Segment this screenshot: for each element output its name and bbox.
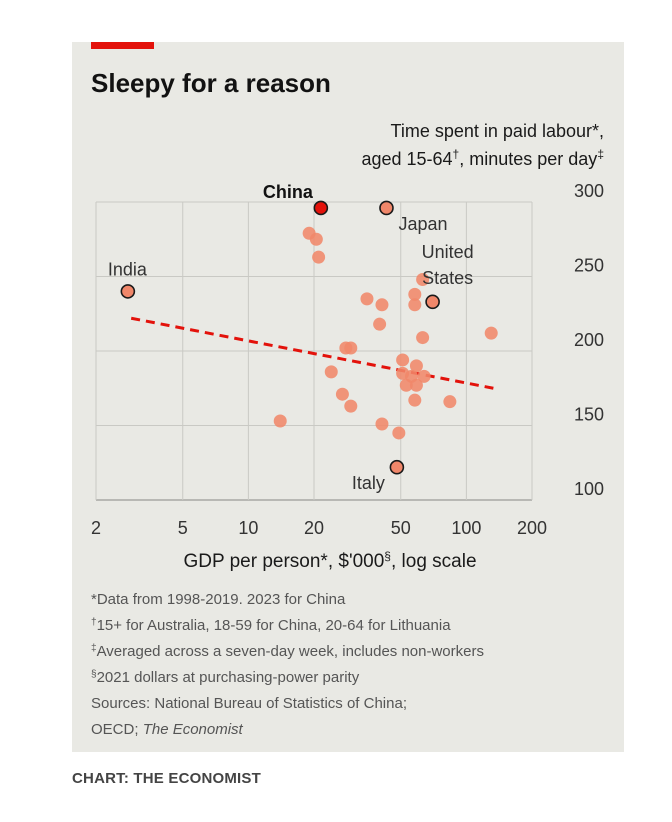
y-axis-ticks: 100 150 200 250 300 bbox=[574, 181, 604, 499]
data-point bbox=[409, 378, 423, 392]
x-tick-label: 10 bbox=[238, 518, 258, 538]
sources-line1: Sources: National Bureau of Statistics o… bbox=[91, 695, 407, 712]
x-tick-label: 5 bbox=[178, 518, 188, 538]
data-point bbox=[409, 359, 423, 373]
data-point bbox=[344, 399, 358, 413]
data-point bbox=[392, 426, 406, 440]
data-point bbox=[399, 378, 413, 392]
x-tick-label: 2 bbox=[91, 518, 101, 538]
data-point bbox=[417, 369, 431, 383]
data-point-india bbox=[120, 284, 136, 299]
point-label-italy: Italy bbox=[352, 473, 385, 493]
labeled-points: China Japan India United States Italy bbox=[108, 182, 474, 493]
y-tick-label: 200 bbox=[574, 330, 604, 350]
data-point bbox=[484, 326, 498, 340]
data-point bbox=[344, 341, 358, 355]
data-point bbox=[443, 395, 457, 409]
data-point bbox=[408, 298, 422, 312]
data-point bbox=[273, 414, 287, 428]
data-point bbox=[335, 387, 349, 401]
data-point-italy bbox=[389, 459, 405, 475]
data-point bbox=[373, 317, 387, 331]
x-tick-label: 100 bbox=[451, 518, 481, 538]
sources-line2: OECD; The Economist bbox=[91, 721, 244, 738]
chart-title: Sleepy for a reason bbox=[91, 68, 331, 98]
x-tick-label: 20 bbox=[304, 518, 324, 538]
point-label-china: China bbox=[263, 182, 314, 202]
point-label-united-states-line2: States bbox=[422, 268, 473, 288]
y-tick-label: 300 bbox=[574, 181, 604, 201]
data-point bbox=[309, 232, 323, 246]
brand-red-tab bbox=[91, 42, 154, 49]
trendline-group bbox=[130, 316, 494, 390]
data-point bbox=[408, 393, 422, 407]
data-point bbox=[375, 298, 389, 312]
data-point bbox=[375, 417, 389, 431]
data-point bbox=[324, 365, 338, 379]
note-age-range: †15+ for Australia, 18-59 for China, 20-… bbox=[91, 617, 451, 635]
x-axis-title: GDP per person*, $'000§, log scale bbox=[183, 549, 476, 572]
x-tick-label: 50 bbox=[391, 518, 411, 538]
data-point bbox=[416, 272, 430, 286]
y-tick-label: 150 bbox=[574, 405, 604, 425]
trendline bbox=[130, 316, 494, 390]
note-averaging: ‡Averaged across a seven-day week, inclu… bbox=[91, 643, 484, 661]
data-point-united-states bbox=[425, 294, 440, 310]
chart-credit: CHART: THE ECONOMIST bbox=[72, 770, 261, 787]
y-axis-title-line1: Time spent in paid labour*, bbox=[391, 121, 604, 141]
data-point bbox=[416, 331, 430, 345]
point-label-united-states-line1: United bbox=[422, 242, 474, 262]
data-points bbox=[273, 226, 498, 440]
data-point-japan bbox=[379, 200, 394, 216]
data-point bbox=[360, 292, 374, 306]
data-point bbox=[396, 353, 410, 367]
x-tick-label: 200 bbox=[517, 518, 547, 538]
data-point bbox=[408, 287, 422, 301]
point-label-japan: Japan bbox=[398, 214, 447, 234]
y-tick-label: 250 bbox=[574, 256, 604, 276]
scatter-chart: Sleepy for a reason Time spent in paid l… bbox=[91, 68, 604, 738]
x-axis-ticks: 2 5 10 20 50 100 200 bbox=[91, 518, 547, 538]
point-label-india: India bbox=[108, 259, 148, 279]
y-axis-title-line2: aged 15-64†, minutes per day‡ bbox=[361, 147, 604, 169]
data-point bbox=[312, 250, 326, 264]
gridlines bbox=[95, 201, 533, 501]
note-dollars: §2021 dollars at purchasing-power parity bbox=[91, 669, 360, 687]
data-point-china bbox=[313, 200, 329, 216]
note-data-years: *Data from 1998-2019. 2023 for China bbox=[91, 591, 346, 608]
y-tick-label: 100 bbox=[574, 479, 604, 499]
